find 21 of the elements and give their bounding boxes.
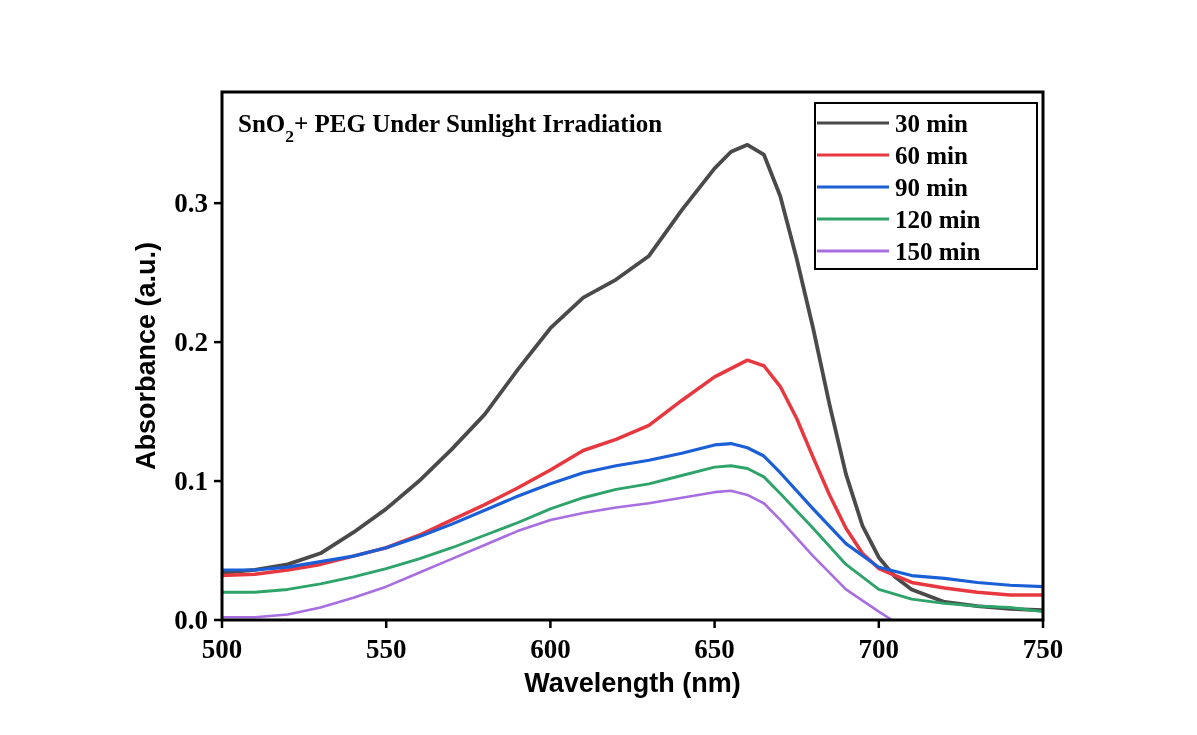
y-tick-label: 0.0 bbox=[174, 605, 208, 635]
x-tick-label: 550 bbox=[365, 634, 407, 664]
legend-label: 150 min bbox=[895, 238, 981, 265]
text: SnO$_{2}$+ PEG Under Sunlight Irradiation bbox=[238, 110, 663, 146]
line-series bbox=[222, 464, 1043, 614]
x-tick-label: 750 bbox=[1022, 634, 1064, 664]
x-tick-label: 500 bbox=[201, 634, 243, 664]
x-tick-label: 700 bbox=[858, 634, 900, 664]
legend-label: 30 min bbox=[895, 110, 969, 137]
legend-label: 90 min bbox=[895, 174, 969, 201]
x-axis-title: Wavelength (nm) bbox=[524, 668, 741, 698]
legend-label: 120 min bbox=[895, 206, 981, 233]
y-axis-title: Absorbance (a.u.) bbox=[131, 241, 161, 471]
x-tick-label: 650 bbox=[694, 634, 735, 664]
x-tick-label: 600 bbox=[530, 634, 571, 664]
legend-label: 60 min bbox=[895, 142, 969, 169]
y-tick-label: 0.3 bbox=[174, 188, 208, 219]
y-tick-label: 0.2 bbox=[174, 327, 208, 358]
y-tick-label: 0.1 bbox=[174, 466, 208, 497]
line-series bbox=[222, 489, 894, 620]
line-series bbox=[222, 441, 1043, 589]
